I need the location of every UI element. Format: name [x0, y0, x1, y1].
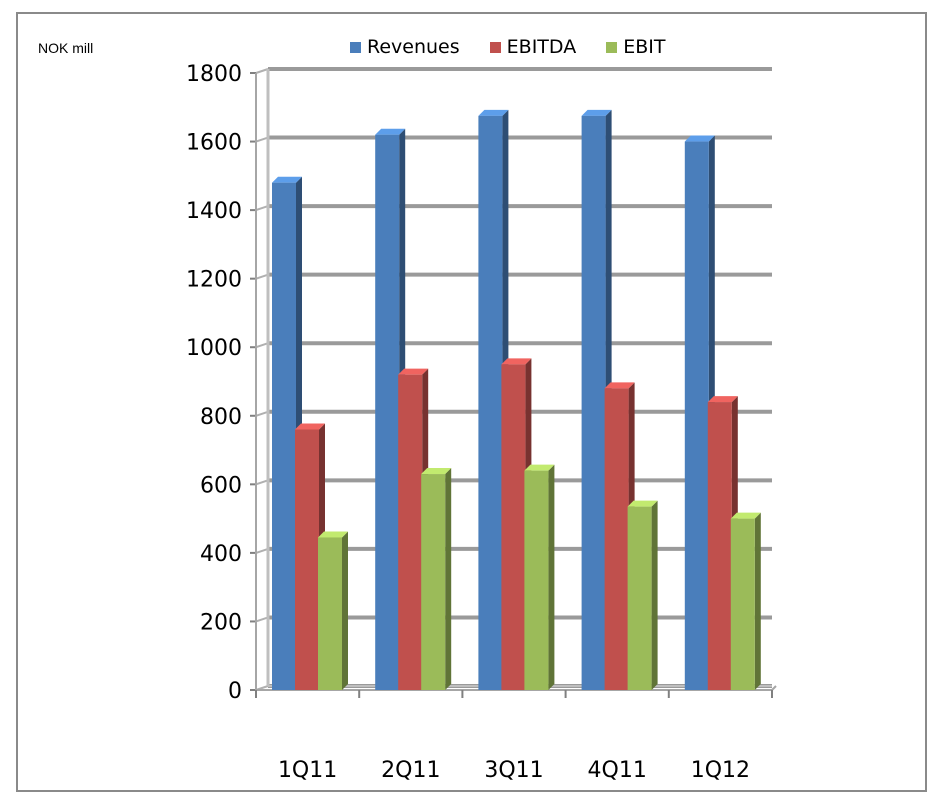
bar-ebit-3q11	[524, 464, 555, 690]
bar-side	[445, 468, 452, 690]
bar-top	[604, 382, 635, 389]
legend-swatch-revenues	[350, 41, 361, 53]
gridline-diag	[255, 342, 269, 349]
x-category-label: 1Q11	[278, 758, 337, 783]
y-tick-label: 1400	[186, 199, 242, 224]
bar-top	[375, 128, 406, 135]
y-tick-label: 800	[200, 405, 242, 430]
bar-side	[651, 500, 658, 690]
gridline-diag	[255, 205, 269, 212]
legend-swatch-ebitda	[489, 41, 501, 53]
bar-top	[501, 358, 532, 365]
bar-top	[318, 531, 348, 538]
gridline-diag	[255, 616, 269, 623]
bar-ebitda-4q11	[604, 382, 635, 690]
y-tick-label: 600	[200, 473, 242, 498]
y-tick-label: 1000	[186, 336, 242, 361]
bar-front	[398, 374, 423, 690]
bar-ebit-4q11	[627, 500, 658, 690]
bar-front	[730, 518, 755, 690]
bar-top	[627, 500, 658, 507]
bar-side	[548, 464, 555, 690]
x-category-label: 2Q11	[381, 758, 440, 783]
gridline-diag	[255, 547, 269, 554]
bar-front	[295, 429, 319, 690]
bar-front	[501, 364, 526, 690]
bar-top	[581, 109, 612, 116]
legend: Revenues EBITDA EBIT	[350, 36, 695, 58]
bar-top	[524, 464, 555, 471]
bar-top	[478, 109, 509, 116]
gridline-diag	[255, 136, 269, 143]
bar-front	[478, 115, 503, 690]
y-tick-label: 1800	[186, 62, 242, 87]
y-tick-label: 400	[200, 542, 242, 567]
legend-label-revenues: Revenues	[367, 36, 460, 58]
bar-top	[707, 396, 738, 403]
bar-front	[627, 506, 652, 690]
bar-front	[604, 388, 629, 690]
gridline-diag	[255, 410, 269, 417]
x-category-label: 1Q12	[691, 758, 750, 783]
y-tick-label: 200	[200, 610, 242, 635]
bar-side	[342, 531, 348, 690]
y-tick-label: 1200	[186, 268, 242, 293]
y-tick-label: 1600	[186, 131, 242, 156]
bar-top	[398, 368, 429, 375]
bar-front	[272, 182, 296, 690]
bar-front	[707, 402, 732, 690]
floor-right-edge	[771, 685, 777, 691]
labels-layer: 0 200 400 600 800 1000 1200 1400 1600 1800 1Q11 2Q1…	[186, 62, 750, 783]
unit-label: NOK mill	[38, 40, 94, 56]
x-category-label: 4Q11	[588, 758, 647, 783]
legend-label-ebitda: EBITDA	[506, 36, 577, 58]
bar-top	[295, 423, 325, 430]
bar-ebitda-2q11	[398, 368, 429, 690]
bar-front	[318, 537, 342, 690]
gridline-diag	[255, 68, 269, 74]
bar-revenues-1q11	[272, 176, 302, 690]
bar-ebitda-1q12	[707, 396, 738, 690]
gridline-diag	[255, 479, 269, 486]
gridline-diag	[255, 273, 269, 280]
bar-top	[272, 176, 302, 183]
legend-item-revenues: Revenues	[350, 36, 460, 58]
bar-front	[581, 115, 606, 690]
bar-top	[684, 135, 715, 142]
bar-front	[375, 134, 400, 690]
bar-side	[754, 512, 761, 690]
bar-ebit-2q11	[421, 468, 452, 690]
legend-item-ebit: EBIT	[606, 36, 665, 58]
bar-front	[421, 474, 446, 690]
x-category-label: 3Q11	[484, 758, 543, 783]
legend-swatch-ebit	[606, 41, 618, 53]
bar-ebit-1q11	[318, 531, 348, 690]
bar-top	[730, 512, 761, 519]
bar-front	[684, 141, 709, 691]
bar-front	[524, 470, 549, 690]
y-tick-label: 0	[228, 679, 242, 704]
bar-top	[421, 468, 452, 475]
chart-frame	[16, 12, 927, 792]
bar-ebit-1q12	[730, 512, 761, 690]
bars-layer	[272, 109, 761, 691]
legend-item-ebitda: EBITDA	[489, 36, 577, 58]
legend-label-ebit: EBIT	[623, 36, 666, 58]
